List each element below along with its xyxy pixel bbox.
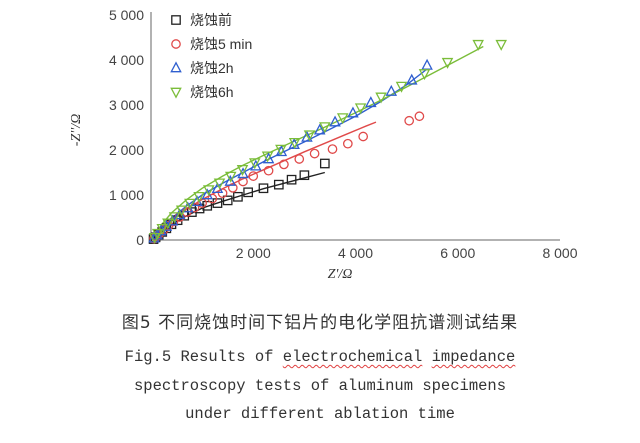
- data-point-series-2: [279, 159, 289, 170]
- data-point-series-2: [217, 188, 228, 199]
- legend-marker-1: [171, 15, 181, 25]
- data-point-series-3: [224, 174, 237, 186]
- axes: [150, 12, 560, 241]
- data-point-series-2: [414, 111, 425, 122]
- caption-english-line-2: spectroscopy tests of aluminum specimens: [133, 377, 507, 395]
- x-axis-label: Z'/Ω: [328, 267, 353, 282]
- data-point-series-1: [258, 183, 269, 194]
- data-point-series-2: [263, 165, 274, 176]
- legend-marker-4: [170, 87, 182, 99]
- y-tick-label: 3 000: [109, 97, 144, 113]
- data-point-series-3: [365, 96, 377, 108]
- data-point-series-4: [261, 151, 274, 163]
- data-point-series-4: [151, 228, 164, 240]
- data-point-series-4: [213, 178, 226, 190]
- data-points: [148, 39, 507, 244]
- data-point-series-2: [327, 144, 338, 154]
- data-point-series-1: [286, 174, 297, 185]
- data-point-series-4: [175, 205, 188, 217]
- data-point-series-1: [222, 195, 233, 206]
- data-point-series-3: [329, 115, 341, 127]
- data-point-series-1: [319, 158, 330, 169]
- data-point-series-4: [193, 191, 205, 203]
- data-point-series-3: [301, 130, 313, 142]
- data-point-series-4: [288, 137, 301, 149]
- x-tick-label: 2 000: [236, 245, 271, 261]
- data-point-series-4: [375, 92, 387, 104]
- data-point-series-4: [303, 130, 316, 142]
- data-point-series-2: [309, 148, 320, 159]
- legend-marker-3: [170, 61, 182, 73]
- x-tick-label: 8 000: [542, 245, 577, 261]
- data-point-series-4: [319, 122, 331, 134]
- fit-line-series-2: [153, 121, 377, 240]
- data-point-series-4: [336, 113, 349, 125]
- y-tick-label: 2 000: [109, 142, 144, 158]
- legend-label-1: 烧蚀前: [190, 12, 232, 28]
- legend-marker-2: [171, 39, 181, 49]
- data-point-series-3: [313, 123, 326, 135]
- legend-label-4: 烧蚀6h: [190, 84, 234, 100]
- data-point-series-1: [202, 200, 213, 211]
- data-point-series-1: [233, 191, 243, 202]
- x-tick-label: 4 000: [338, 245, 373, 261]
- data-point-series-4: [495, 39, 507, 51]
- data-point-series-4: [275, 144, 287, 156]
- data-point-series-2: [248, 171, 259, 181]
- data-point-series-4: [472, 39, 484, 51]
- data-point-series-4: [249, 158, 261, 170]
- data-point-series-3: [405, 73, 418, 85]
- data-point-series-4: [162, 218, 174, 230]
- data-point-series-4: [418, 69, 431, 81]
- y-tick-label: 1 000: [109, 187, 144, 203]
- caption-english-space: [422, 348, 431, 366]
- caption-word-electrochemical: electrochemical: [282, 348, 423, 366]
- data-point-series-4: [236, 164, 249, 176]
- data-point-series-4: [441, 57, 454, 69]
- data-point-series-1: [243, 187, 253, 198]
- data-point-series-4: [202, 185, 215, 197]
- y-tick-label: 4 000: [109, 52, 144, 68]
- data-point-series-4: [168, 212, 181, 224]
- data-point-series-3: [347, 106, 359, 118]
- data-point-series-2: [404, 115, 415, 126]
- y-tick-label: 5 000: [109, 7, 144, 23]
- data-point-series-2: [342, 138, 353, 149]
- data-point-series-3: [385, 84, 398, 96]
- caption-chinese: 图5 不同烧蚀时间下铝片的电化学阻抗谱测试结果: [121, 313, 519, 333]
- data-point-series-2: [294, 154, 305, 164]
- data-point-series-4: [156, 223, 169, 235]
- data-point-series-4: [354, 103, 367, 115]
- data-point-series-1: [194, 203, 205, 214]
- legend-label-3: 烧蚀2h: [190, 60, 234, 76]
- data-point-series-1: [299, 170, 310, 181]
- caption-english-line-3: under different ablation time: [185, 405, 455, 423]
- y-tick-label: 0: [136, 232, 144, 248]
- x-tick-label: 6 000: [440, 245, 475, 261]
- legend-label-2: 烧蚀5 min: [190, 36, 252, 52]
- data-point-series-4: [224, 171, 237, 183]
- eis-nyquist-chart: 2 000 4 000 6 000 8 000 0 1 000 2 000 3 000 4 0…: [69, 7, 578, 282]
- data-point-series-4: [395, 81, 408, 93]
- x-tick-labels: 2 000 4 000 6 000 8 000: [236, 245, 578, 261]
- y-axis-label: -Z''/Ω: [69, 114, 84, 146]
- data-point-series-3: [237, 167, 249, 179]
- caption-english-line-1: Fig.5 Results of electrochemical impedan…: [0, 348, 640, 366]
- data-point-series-2: [227, 182, 238, 193]
- data-point-series-4: [184, 198, 196, 210]
- data-point-series-2: [358, 131, 369, 142]
- caption-english-prefix: Fig.5 Results of: [124, 348, 283, 366]
- data-point-series-3: [421, 58, 433, 70]
- caption-word-impedance: impedance: [431, 348, 516, 366]
- y-tick-labels: 0 1 000 2 000 3 000 4 000 5 000: [109, 7, 144, 248]
- data-point-series-1: [273, 179, 284, 190]
